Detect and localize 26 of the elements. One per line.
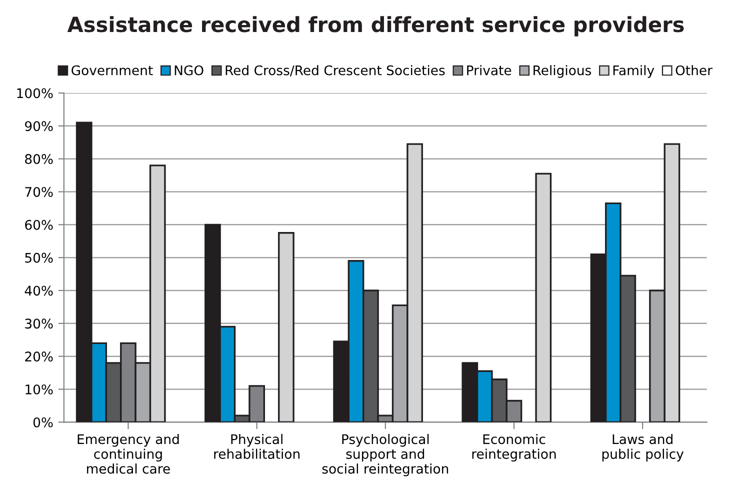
x-tick-label: Physical rehabilitation bbox=[214, 434, 300, 459]
chart-title: Assistance received from different service providers bbox=[67, 16, 684, 36]
y-tick-label: 90% bbox=[25, 121, 53, 132]
legend-label: NGO bbox=[174, 65, 204, 76]
x-tick-label: Psychological support and social reintegration bbox=[322, 434, 448, 476]
y-tick-label: 100% bbox=[17, 88, 53, 98]
legend-label: Government bbox=[72, 65, 153, 76]
y-tick-label: 50% bbox=[25, 252, 53, 263]
bar bbox=[535, 172, 552, 422]
bar bbox=[278, 232, 294, 422]
y-tick-label: 20% bbox=[25, 352, 53, 362]
x-tick-label: Emergency and continuing medical care bbox=[78, 434, 179, 474]
legend-label: Religious bbox=[534, 65, 592, 78]
y-tick-label: 70% bbox=[25, 186, 53, 197]
y-tick-label: 60% bbox=[25, 220, 53, 230]
y-tick-label: 10% bbox=[26, 384, 53, 394]
y-tick-label: 80% bbox=[25, 154, 53, 164]
legend-label: Other bbox=[676, 65, 712, 76]
legend-label: Red Cross/Red Crescent Societies bbox=[226, 65, 445, 76]
y-tick-label: 30% bbox=[25, 318, 53, 329]
x-tick-label: Economic reintegration bbox=[472, 434, 556, 462]
legend-label: Private bbox=[467, 65, 512, 76]
y-tick-label: 40% bbox=[24, 286, 53, 296]
legend-label: Family bbox=[613, 65, 654, 78]
x-tick-label: Laws and public policy bbox=[602, 434, 684, 462]
y-tick-label: 0% bbox=[33, 417, 53, 428]
